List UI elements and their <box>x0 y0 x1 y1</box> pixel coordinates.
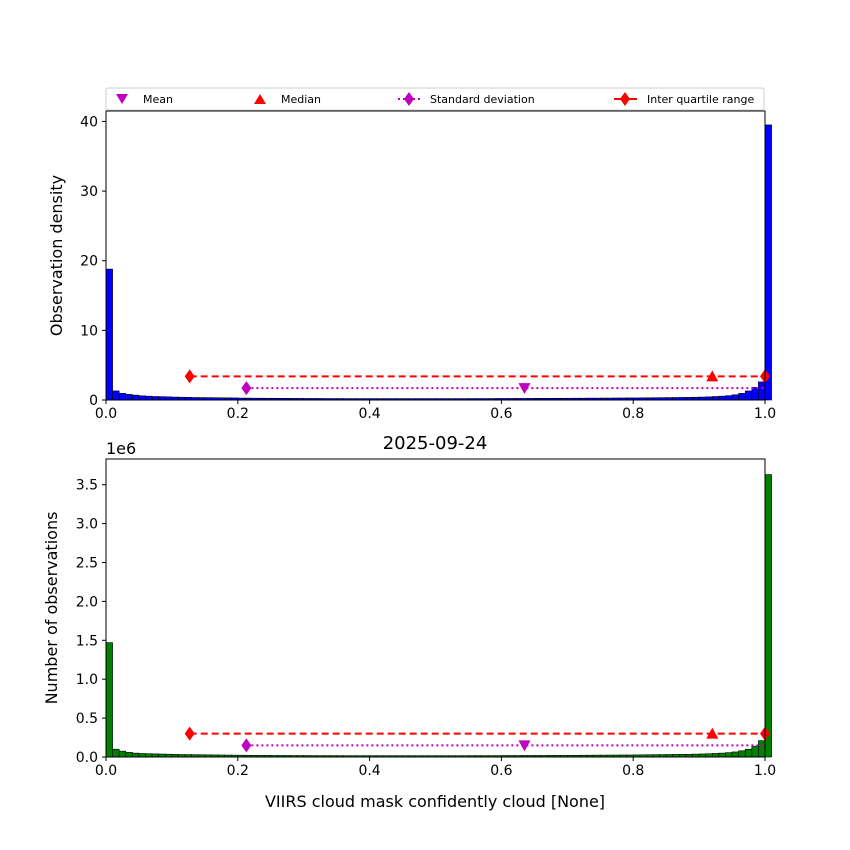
histogram-bar <box>764 124 772 401</box>
histogram-bar <box>725 752 733 758</box>
legend-iqr-marker <box>620 92 630 106</box>
histogram-bar <box>118 393 127 401</box>
density-bars <box>105 124 772 401</box>
y-tick-label: 20 <box>80 254 98 270</box>
x-tick-label: 0.2 <box>227 763 249 779</box>
histogram-bar <box>744 390 753 401</box>
y-tick-label: 0 <box>89 393 98 409</box>
histogram-bar <box>711 396 720 401</box>
density-statistics <box>184 369 770 396</box>
legend-iqr: Inter quartile range <box>614 92 754 106</box>
histogram-bar <box>125 394 133 401</box>
y-tick-label: 40 <box>80 114 98 130</box>
histogram-bar <box>105 268 113 401</box>
histogram-bar <box>751 387 759 401</box>
x-tick-label: 0.4 <box>358 763 380 779</box>
std-marker <box>241 381 252 396</box>
density-x-ticks: 0.0 0.2 0.4 0.6 0.8 1.0 <box>95 400 776 422</box>
histogram-bar <box>112 748 120 758</box>
histogram-bar <box>718 752 726 758</box>
histogram-bar <box>132 752 140 758</box>
histogram-bar <box>158 396 166 401</box>
histogram-bar <box>751 745 759 758</box>
counts-statistics <box>184 726 770 753</box>
y-tick-label: 3.0 <box>76 517 98 533</box>
histogram-bar <box>738 393 746 401</box>
legend-median-label: Median <box>281 93 321 106</box>
legend-std-label: Standard deviation <box>430 93 535 106</box>
y-tick-label: 2.0 <box>76 594 98 610</box>
legend-std-marker <box>404 92 414 106</box>
median-marker <box>706 370 719 382</box>
x-tick-label: 0.0 <box>95 406 117 422</box>
histogram-bar <box>744 748 753 758</box>
histogram-bar <box>112 390 120 401</box>
counts-x-label: VIIRS cloud mask confidently cloud [None… <box>265 792 605 811</box>
histogram-bar <box>731 394 739 401</box>
histogram-bar <box>132 394 140 401</box>
counts-axes-frame <box>105 458 766 758</box>
y-tick-label: 3.5 <box>76 478 98 494</box>
histogram-bar <box>105 642 113 758</box>
x-tick-label: 0.8 <box>622 406 644 422</box>
x-tick-label: 1.0 <box>754 763 776 779</box>
histogram-bar <box>125 752 133 758</box>
mean-marker <box>518 740 531 752</box>
legend: Mean Median Standard deviation Inter qua… <box>105 87 765 111</box>
histogram-bar <box>151 396 160 401</box>
counts-title: 2025-09-24 <box>383 433 488 454</box>
legend-mean: Mean <box>116 93 173 106</box>
x-tick-label: 0.2 <box>227 406 249 422</box>
counts-panel: 2025-09-24 1e6 0.0 0.2 0.4 0.6 0.8 1.0 0.0 0.5… <box>42 433 776 811</box>
x-tick-label: 0.0 <box>95 763 117 779</box>
legend-median-marker <box>254 94 266 104</box>
x-tick-label: 1.0 <box>754 406 776 422</box>
histogram-bar <box>758 381 766 401</box>
counts-y-label: Number of observations <box>42 512 61 705</box>
histogram-bar <box>725 395 733 401</box>
histogram-bar <box>138 753 146 758</box>
std-marker <box>241 738 252 753</box>
x-tick-label: 0.6 <box>490 406 512 422</box>
y-tick-label: 10 <box>80 323 98 339</box>
histogram-bar <box>738 750 746 758</box>
histogram-bar <box>145 395 153 401</box>
density-y-ticks: 0 10 20 30 40 <box>80 114 106 409</box>
legend-box <box>105 87 765 111</box>
legend-mean-marker <box>116 94 128 104</box>
x-tick-label: 0.6 <box>490 763 512 779</box>
x-tick-label: 0.8 <box>622 763 644 779</box>
legend-std: Standard deviation <box>398 92 535 106</box>
histogram-bar <box>764 474 772 758</box>
density-y-label: Observation density <box>47 175 66 336</box>
y-tick-label: 0.5 <box>76 711 98 727</box>
histogram-bar <box>718 395 726 401</box>
median-marker <box>706 727 719 739</box>
iqr-marker <box>184 369 195 384</box>
y-tick-label: 2.5 <box>76 555 98 571</box>
y-tick-label: 0.0 <box>76 750 98 766</box>
counts-x-ticks: 0.0 0.2 0.4 0.6 0.8 1.0 <box>95 757 776 779</box>
histogram-bar <box>731 751 739 758</box>
y-tick-label: 30 <box>80 184 98 200</box>
counts-y-ticks: 0.0 0.5 1.0 1.5 2.0 2.5 3.0 3.5 <box>76 478 106 766</box>
histogram-bar <box>138 395 146 401</box>
counts-bars <box>105 474 772 758</box>
x-tick-label: 0.4 <box>358 406 380 422</box>
density-panel: 0.0 0.2 0.4 0.6 0.8 1.0 0 10 20 30 40 Observation… <box>47 110 776 422</box>
histogram-bar <box>758 740 766 758</box>
y-tick-label: 1.5 <box>76 633 98 649</box>
legend-mean-label: Mean <box>143 93 173 106</box>
y-tick-label: 1.0 <box>76 672 98 688</box>
legend-iqr-label: Inter quartile range <box>647 93 754 106</box>
density-axes-frame <box>105 110 766 401</box>
iqr-marker <box>184 726 195 741</box>
legend-median: Median <box>254 93 321 106</box>
histogram-bar <box>118 750 127 758</box>
histogram-bar <box>711 753 720 758</box>
counts-offset-label: 1e6 <box>106 439 136 458</box>
mean-marker <box>518 383 531 395</box>
